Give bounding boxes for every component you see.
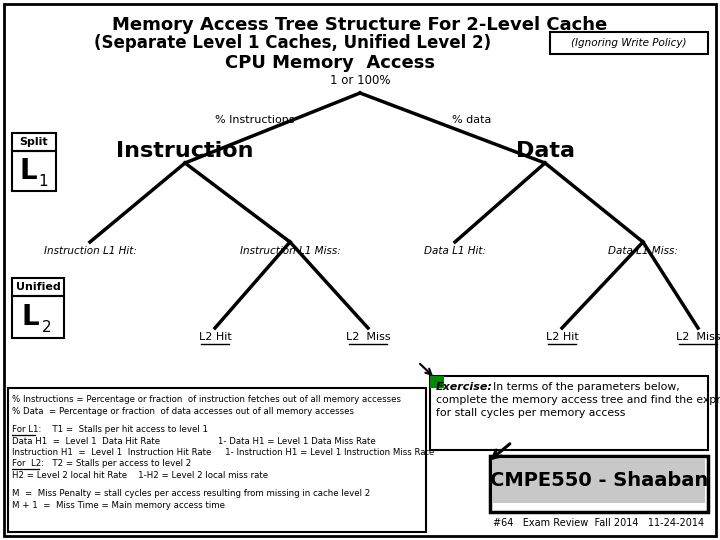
- Text: Memory Access Tree Structure For 2-Level Cache: Memory Access Tree Structure For 2-Level…: [112, 16, 608, 34]
- Bar: [550, 32, 708, 54]
- Text: For L1:    T1 =  Stalls per hit access to level 1: For L1: T1 = Stalls per hit access to le…: [12, 425, 208, 434]
- Text: L2  Miss: L2 Miss: [675, 332, 720, 342]
- Text: For  L2:   T2 = Stalls per access to level 2: For L2: T2 = Stalls per access to level …: [12, 460, 192, 469]
- Text: #64   Exam Review  Fall 2014   11-24-2014: #64 Exam Review Fall 2014 11-24-2014: [493, 518, 705, 528]
- Text: (Separate Level 1 Caches, Unified Level 2): (Separate Level 1 Caches, Unified Level …: [94, 34, 492, 52]
- Bar: [430, 376, 444, 388]
- Text: Data L1 Miss:: Data L1 Miss:: [608, 246, 678, 256]
- Text: 2: 2: [42, 321, 52, 335]
- Text: L2 Hit: L2 Hit: [199, 332, 231, 342]
- Text: % Instructions: % Instructions: [215, 115, 294, 125]
- Text: Instruction: Instruction: [116, 141, 253, 161]
- Text: (Ignoring Write Policy): (Ignoring Write Policy): [571, 38, 687, 48]
- Bar: [8, 388, 426, 532]
- Text: Data L1 Hit:: Data L1 Hit:: [424, 246, 486, 256]
- Bar: [493, 459, 705, 503]
- Text: CMPE550 - Shaaban: CMPE550 - Shaaban: [490, 471, 708, 490]
- Text: 1 or 100%: 1 or 100%: [330, 74, 390, 87]
- Text: L2 Hit: L2 Hit: [546, 332, 578, 342]
- Text: % Instructions = Percentage or fraction  of instruction fetches out of all memor: % Instructions = Percentage or fraction …: [12, 395, 401, 404]
- Bar: [12, 296, 64, 338]
- Bar: [12, 151, 56, 191]
- Text: H2 = Level 2 local hit Rate    1-H2 = Level 2 local miss rate: H2 = Level 2 local hit Rate 1-H2 = Level…: [12, 471, 268, 480]
- Text: Instruction L1 Miss:: Instruction L1 Miss:: [240, 246, 341, 256]
- Bar: [12, 278, 64, 296]
- Text: % data: % data: [452, 115, 492, 125]
- Text: Split: Split: [19, 137, 48, 147]
- Text: Data: Data: [516, 141, 575, 161]
- Bar: [490, 456, 708, 512]
- Text: L2  Miss: L2 Miss: [346, 332, 390, 342]
- Text: M + 1  =  Miss Time = Main memory access time: M + 1 = Miss Time = Main memory access t…: [12, 501, 225, 510]
- Text: Exercise:: Exercise:: [436, 382, 493, 392]
- Text: Data H1  =  Level 1  Data Hit Rate                     1- Data H1 = Level 1 Data: Data H1 = Level 1 Data Hit Rate 1- Data …: [12, 436, 376, 446]
- Bar: [430, 376, 708, 450]
- Text: 1: 1: [38, 173, 48, 188]
- Text: Unified: Unified: [16, 282, 60, 292]
- Text: Instruction H1  =  Level 1  Instruction Hit Rate     1- Instruction H1 = Level 1: Instruction H1 = Level 1 Instruction Hit…: [12, 448, 434, 457]
- Text: In terms of the parameters below,: In terms of the parameters below,: [486, 382, 680, 392]
- Text: M  =  Miss Penalty = stall cycles per access resulting from missing in cache lev: M = Miss Penalty = stall cycles per acce…: [12, 489, 370, 498]
- Text: for stall cycles per memory access: for stall cycles per memory access: [436, 408, 626, 418]
- Text: L: L: [21, 303, 39, 331]
- Text: L: L: [19, 157, 37, 185]
- Text: complete the memory access tree and find the expression: complete the memory access tree and find…: [436, 395, 720, 405]
- Bar: [12, 133, 56, 151]
- Text: CPU Memory  Access: CPU Memory Access: [225, 54, 435, 72]
- Text: Instruction L1 Hit:: Instruction L1 Hit:: [44, 246, 136, 256]
- Text: % Data  = Percentage or fraction  of data accesses out of all memory accesses: % Data = Percentage or fraction of data …: [12, 407, 354, 415]
